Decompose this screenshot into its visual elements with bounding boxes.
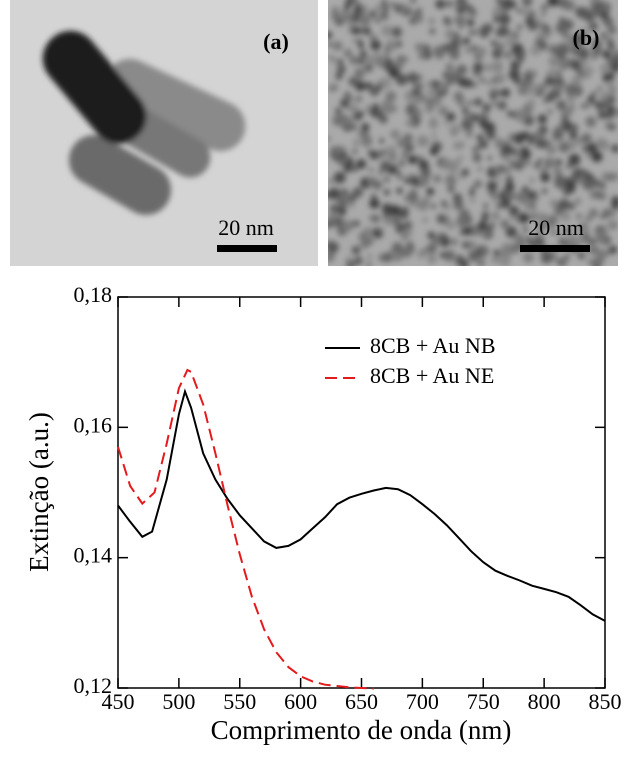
plot-frame <box>117 296 606 689</box>
x-tick-label: 750 <box>467 689 500 714</box>
panel-a: (a) 20 nm <box>10 0 318 266</box>
x-tick-label: 700 <box>406 689 439 714</box>
x-tick-label: 450 <box>102 689 135 714</box>
panel-label: (a) <box>263 29 289 54</box>
y-tick-label: 0,14 <box>74 543 113 568</box>
x-tick-label: 850 <box>589 689 622 714</box>
legend-label: 8CB + Au NB <box>370 333 496 358</box>
y-axis-label: Extinção (a.u.) <box>24 412 54 572</box>
legend-label: 8CB + Au NE <box>370 363 494 388</box>
scale-label: 20 nm <box>528 215 584 240</box>
x-tick-label: 650 <box>345 689 378 714</box>
y-tick-label: 0,16 <box>74 412 113 437</box>
x-tick-label: 550 <box>223 689 256 714</box>
scale-label: 20 nm <box>218 215 274 240</box>
scale-bar <box>217 245 277 252</box>
y-tick-label: 0,18 <box>74 282 113 307</box>
x-axis-label: Comprimento de onda (nm) <box>211 715 512 745</box>
panel-b: (b) 20 nm <box>328 0 618 266</box>
x-tick-label: 800 <box>528 689 561 714</box>
series-line <box>117 368 374 690</box>
x-tick-label: 500 <box>162 689 195 714</box>
x-tick-label: 600 <box>284 689 317 714</box>
scale-bar <box>520 245 590 252</box>
series-line <box>117 388 606 622</box>
y-tick-label: 0,12 <box>74 673 113 698</box>
panel-label: (b) <box>573 25 600 50</box>
